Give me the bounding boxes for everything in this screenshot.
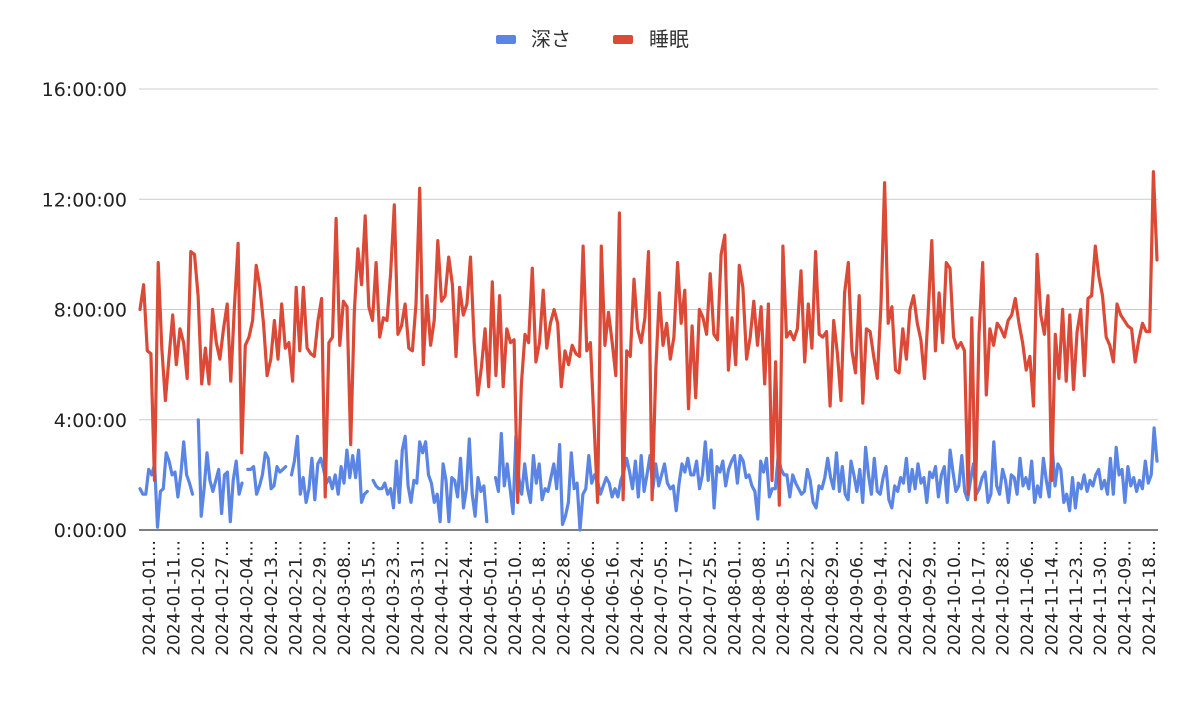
x-tick-label: 2024-02-13… <box>262 540 282 656</box>
x-tick-label: 2024-08-15… <box>774 540 794 656</box>
x-tick-label: 2024-02-21… <box>286 540 306 656</box>
x-tick-label: 2024-07-25… <box>701 540 721 656</box>
x-tick-label: 2024-09-14… <box>872 540 892 656</box>
x-tick-label: 2024-10-17… <box>969 540 989 656</box>
x-tick-label: 2024-09-29… <box>921 540 941 656</box>
x-tick-label: 2024-01-27… <box>213 540 233 656</box>
x-tick-label: 2024-03-15… <box>360 540 380 656</box>
x-tick-label: 2024-09-06… <box>847 540 867 656</box>
x-tick-label: 2024-05-10… <box>506 540 526 656</box>
x-tick-label: 2024-01-01… <box>140 540 160 656</box>
series-line-sleep <box>138 170 1159 507</box>
legend: 深さ 睡眠 <box>496 27 689 51</box>
x-tick-label: 2024-12-09… <box>1116 540 1136 656</box>
x-tick-label: 2024-10-10… <box>945 540 965 656</box>
x-tick-label: 2024-12-18… <box>1140 540 1160 656</box>
x-tick-label: 2024-11-14… <box>1042 540 1062 656</box>
x-tick-label: 2024-05-01… <box>482 540 502 656</box>
y-tick-label: 12:00:00 <box>42 189 127 211</box>
series-line-depth <box>138 418 1159 532</box>
x-tick-label: 2024-08-22… <box>799 540 819 656</box>
x-tick-label: 2024-08-08… <box>750 540 770 656</box>
x-tick-label: 2024-08-29… <box>823 540 843 656</box>
x-tick-label: 2024-06-06… <box>579 540 599 656</box>
legend-swatch-sleep <box>613 35 633 44</box>
legend-swatch-depth <box>496 35 516 44</box>
y-axis-tick-labels: 0:00:00 4:00:00 8:00:00 12:00:00 16:00:00 <box>42 79 127 542</box>
x-tick-label: 2024-07-17… <box>677 540 697 656</box>
x-tick-label: 2024-04-24… <box>457 540 477 656</box>
legend-label-sleep: 睡眠 <box>649 27 689 51</box>
x-tick-label: 2024-03-23… <box>384 540 404 656</box>
y-tick-label: 8:00:00 <box>54 300 127 322</box>
y-tick-label: 0:00:00 <box>54 520 127 542</box>
legend-label-depth: 深さ <box>531 27 571 51</box>
x-tick-label: 2024-10-28… <box>994 540 1014 656</box>
x-tick-label: 2024-11-30… <box>1091 540 1111 656</box>
x-tick-label: 2024-04-12… <box>433 540 453 656</box>
x-tick-label: 2024-03-31… <box>408 540 428 656</box>
x-tick-label: 2024-06-16… <box>603 540 623 656</box>
x-tick-label: 2024-02-29… <box>311 540 331 656</box>
x-tick-label: 2024-01-20… <box>189 540 209 656</box>
x-tick-label: 2024-05-28… <box>555 540 575 656</box>
y-tick-label: 16:00:00 <box>42 79 127 101</box>
x-tick-label: 2024-02-04… <box>238 540 258 656</box>
x-tick-label: 2024-11-23… <box>1067 540 1087 656</box>
x-tick-label: 2024-08-01… <box>725 540 745 656</box>
x-tick-label: 2024-11-06… <box>1018 540 1038 656</box>
x-tick-label: 2024-03-08… <box>335 540 355 656</box>
x-tick-label: 2024-09-22… <box>896 540 916 656</box>
x-tick-label: 2024-05-18… <box>530 540 550 656</box>
x-tick-label: 2024-07-05… <box>652 540 672 656</box>
series-lines <box>138 170 1159 532</box>
x-tick-label: 2024-01-11… <box>164 540 184 656</box>
y-tick-label: 4:00:00 <box>54 410 127 432</box>
x-tick-label: 2024-06-24… <box>628 540 648 656</box>
x-axis-tick-labels: 2024-01-01… 2024-01-11… 2024-01-20… 2024-01… <box>140 540 1160 656</box>
